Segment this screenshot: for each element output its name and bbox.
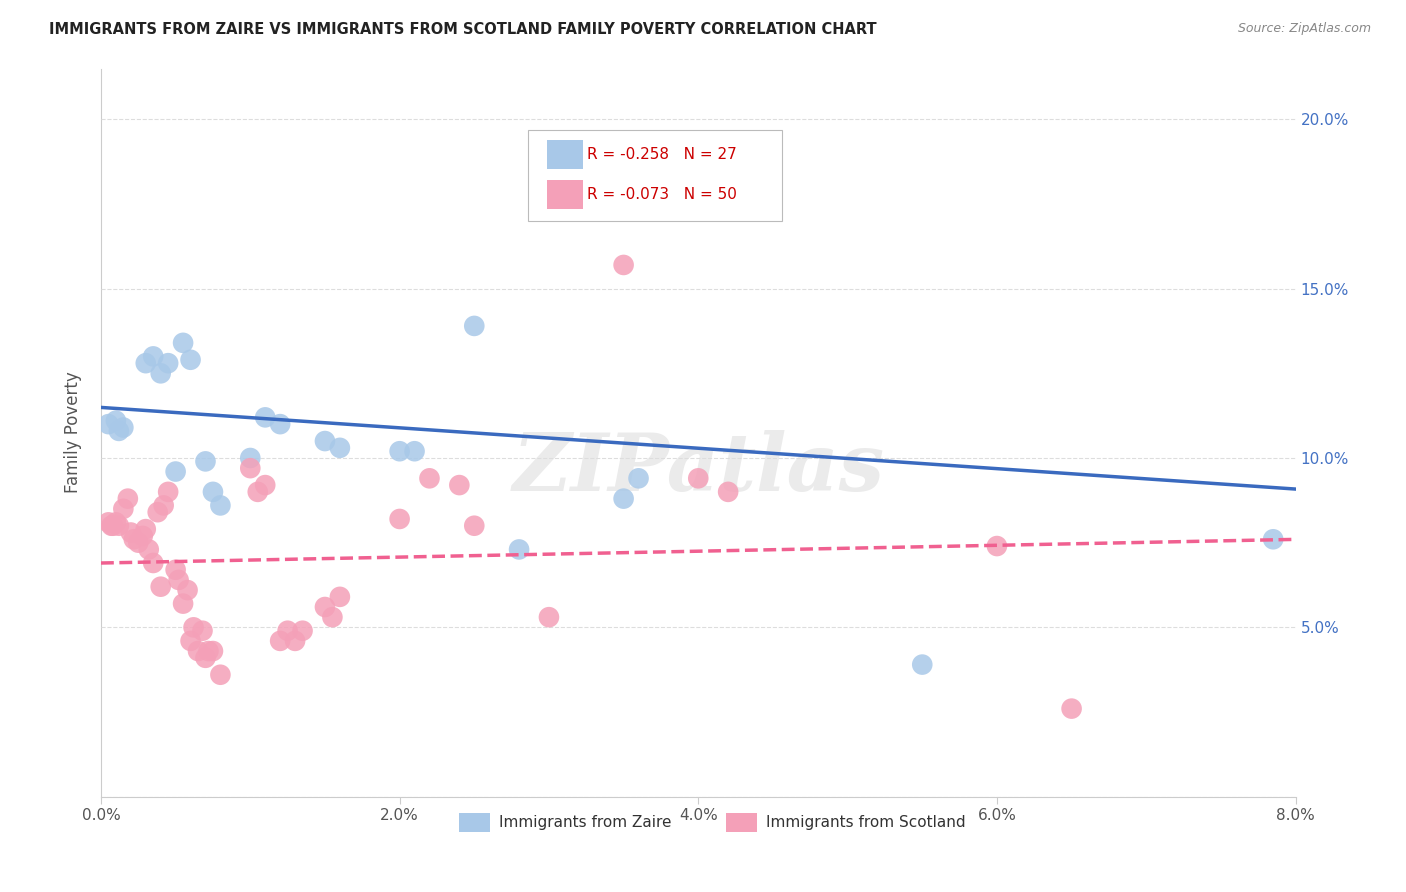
Point [201, 484, 224, 499]
Point [172, 335, 194, 350]
Point [239, 461, 262, 475]
Point [404, 444, 426, 458]
Point [108, 424, 131, 438]
Point [329, 441, 352, 455]
Point [246, 484, 269, 499]
Point [388, 512, 411, 526]
Point [132, 529, 155, 543]
Point [117, 491, 139, 506]
Point [537, 610, 560, 624]
Point [463, 518, 485, 533]
Text: IMMIGRANTS FROM ZAIRE VS IMMIGRANTS FROM SCOTLAND FAMILY POVERTY CORRELATION CHA: IMMIGRANTS FROM ZAIRE VS IMMIGRANTS FROM… [49, 22, 877, 37]
Text: Immigrants from Scotland: Immigrants from Scotland [766, 815, 966, 830]
Point [1060, 701, 1083, 715]
Point [97, 516, 120, 530]
Point [104, 414, 127, 428]
Point [112, 501, 135, 516]
Point [149, 580, 172, 594]
Point [627, 471, 650, 485]
Point [135, 356, 157, 370]
Point [986, 539, 1008, 553]
Point [172, 597, 194, 611]
Point [176, 583, 198, 598]
Point [112, 420, 135, 434]
Point [291, 624, 314, 638]
Point [104, 516, 127, 530]
Point [183, 620, 205, 634]
Point [100, 518, 122, 533]
Point [108, 518, 131, 533]
Point [418, 471, 440, 485]
Point [314, 434, 336, 448]
Text: R = -0.073   N = 50: R = -0.073 N = 50 [588, 186, 737, 202]
Y-axis label: Family Poverty: Family Poverty [65, 372, 82, 493]
Point [152, 499, 174, 513]
Point [254, 410, 277, 425]
Point [120, 525, 142, 540]
Text: R = -0.258   N = 27: R = -0.258 N = 27 [588, 147, 737, 162]
Point [101, 518, 124, 533]
Point [508, 542, 530, 557]
Point [329, 590, 352, 604]
Point [191, 624, 214, 638]
Text: ZIPatlas: ZIPatlas [512, 430, 884, 508]
Point [463, 318, 485, 333]
Point [277, 624, 299, 638]
Point [717, 484, 740, 499]
Point [269, 633, 291, 648]
Point [688, 471, 710, 485]
Point [449, 478, 471, 492]
Point [911, 657, 934, 672]
Point [314, 600, 336, 615]
Point [157, 484, 180, 499]
Point [165, 465, 187, 479]
Point [1263, 533, 1285, 547]
Point [187, 644, 209, 658]
Point [613, 491, 636, 506]
Point [146, 505, 169, 519]
Point [122, 533, 145, 547]
Point [702, 194, 724, 208]
Point [180, 352, 202, 367]
Point [97, 417, 120, 431]
Point [613, 258, 636, 272]
Point [194, 650, 217, 665]
Point [180, 633, 202, 648]
Text: Source: ZipAtlas.com: Source: ZipAtlas.com [1237, 22, 1371, 36]
Point [142, 556, 165, 570]
Point [194, 454, 217, 468]
Point [167, 573, 190, 587]
Text: Immigrants from Zaire: Immigrants from Zaire [499, 815, 671, 830]
Point [142, 350, 165, 364]
Point [135, 522, 157, 536]
Point [321, 610, 343, 624]
Point [138, 542, 160, 557]
Point [209, 499, 232, 513]
Point [157, 356, 180, 370]
Point [197, 644, 219, 658]
Point [149, 367, 172, 381]
Point [269, 417, 291, 431]
Point [388, 444, 411, 458]
Point [254, 478, 277, 492]
Point [201, 644, 224, 658]
Point [127, 535, 149, 549]
Point [165, 563, 187, 577]
Point [284, 633, 307, 648]
Point [209, 667, 232, 681]
Point [239, 450, 262, 465]
Point [731, 184, 754, 198]
